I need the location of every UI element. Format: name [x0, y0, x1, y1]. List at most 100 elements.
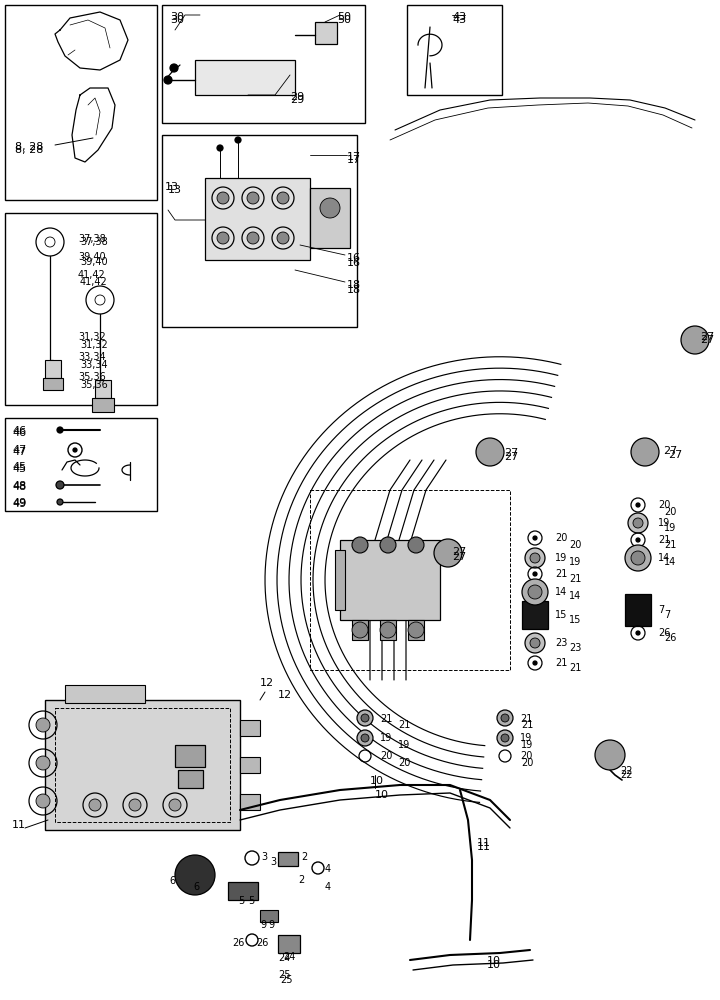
- Text: 22: 22: [620, 766, 632, 776]
- Text: 1: 1: [18, 820, 25, 830]
- Circle shape: [533, 536, 537, 540]
- Text: 33,34: 33,34: [78, 352, 106, 362]
- Text: 27: 27: [504, 452, 518, 462]
- Text: 20: 20: [520, 751, 532, 761]
- Bar: [260, 910, 278, 922]
- Circle shape: [525, 548, 545, 568]
- Text: 9: 9: [268, 920, 274, 930]
- Text: 8, 28: 8, 28: [15, 142, 43, 152]
- Bar: [228, 882, 258, 900]
- Text: 37,38: 37,38: [78, 234, 106, 244]
- Text: 8, 28: 8, 28: [15, 145, 43, 155]
- Text: 43: 43: [452, 12, 466, 22]
- Text: 43: 43: [452, 15, 466, 25]
- Text: 46: 46: [12, 428, 26, 438]
- Text: 15: 15: [569, 615, 581, 625]
- Text: 5: 5: [238, 896, 244, 906]
- Circle shape: [57, 427, 63, 433]
- Text: 2: 2: [301, 852, 307, 862]
- Circle shape: [217, 145, 223, 151]
- Circle shape: [247, 232, 259, 244]
- Bar: [175, 745, 205, 767]
- Circle shape: [57, 499, 63, 505]
- Text: 49: 49: [12, 498, 26, 508]
- Circle shape: [361, 714, 369, 722]
- Text: 48: 48: [12, 482, 26, 492]
- Circle shape: [175, 855, 215, 895]
- Text: 27: 27: [452, 547, 467, 557]
- Bar: [335, 550, 345, 610]
- Circle shape: [533, 572, 537, 576]
- Text: 6: 6: [169, 876, 175, 886]
- Circle shape: [170, 64, 178, 72]
- Text: 39,40: 39,40: [78, 252, 106, 262]
- Text: 19: 19: [569, 557, 581, 567]
- Text: 9: 9: [260, 920, 266, 930]
- Circle shape: [636, 503, 640, 507]
- Text: 21: 21: [520, 714, 532, 724]
- Text: 14: 14: [555, 587, 567, 597]
- Text: 20: 20: [555, 533, 567, 543]
- Circle shape: [277, 192, 289, 204]
- Text: 19: 19: [658, 518, 670, 528]
- Bar: [625, 594, 651, 626]
- Text: 48: 48: [12, 481, 26, 491]
- Text: 21: 21: [380, 714, 392, 724]
- Bar: [92, 398, 114, 412]
- Text: 27: 27: [663, 446, 678, 456]
- Text: 7: 7: [658, 605, 665, 615]
- Text: 3: 3: [270, 857, 276, 867]
- Circle shape: [633, 518, 643, 528]
- Text: 30: 30: [170, 15, 184, 25]
- Text: 14: 14: [569, 591, 581, 601]
- Text: 15: 15: [555, 610, 567, 620]
- Circle shape: [530, 638, 540, 648]
- Circle shape: [129, 799, 141, 811]
- Text: 25: 25: [278, 970, 290, 980]
- Circle shape: [89, 799, 101, 811]
- Text: 24: 24: [283, 952, 295, 962]
- Bar: [278, 935, 300, 953]
- Text: 21: 21: [658, 535, 670, 545]
- Text: 7: 7: [664, 610, 670, 620]
- Circle shape: [501, 714, 509, 722]
- Circle shape: [235, 137, 241, 143]
- Text: 49: 49: [12, 499, 26, 509]
- Text: 41,42: 41,42: [80, 277, 108, 287]
- Text: 21: 21: [555, 658, 567, 668]
- Bar: [5, 5, 157, 200]
- Text: 1: 1: [12, 820, 19, 830]
- Text: 19: 19: [380, 733, 392, 743]
- Bar: [195, 60, 295, 95]
- Text: 31,32: 31,32: [80, 340, 108, 350]
- Circle shape: [636, 538, 640, 542]
- Bar: [407, 5, 502, 95]
- Text: 17: 17: [347, 152, 361, 162]
- Circle shape: [408, 537, 424, 553]
- Circle shape: [595, 740, 625, 770]
- Text: 26: 26: [256, 938, 269, 948]
- Text: 14: 14: [664, 557, 676, 567]
- Text: 19: 19: [398, 740, 410, 750]
- Text: 50: 50: [337, 12, 351, 22]
- Bar: [162, 135, 357, 327]
- Text: 37,38: 37,38: [80, 237, 108, 247]
- Text: 27: 27: [668, 450, 683, 460]
- Circle shape: [320, 198, 340, 218]
- Text: 33,34: 33,34: [80, 360, 107, 370]
- Circle shape: [530, 553, 540, 563]
- Circle shape: [434, 539, 462, 567]
- Text: 20: 20: [380, 751, 392, 761]
- Text: 10: 10: [375, 790, 389, 800]
- Text: 12: 12: [260, 678, 274, 688]
- Text: 27: 27: [504, 448, 518, 458]
- Bar: [5, 213, 157, 405]
- Circle shape: [625, 545, 651, 571]
- Text: 3: 3: [261, 852, 267, 862]
- Bar: [178, 770, 203, 788]
- Circle shape: [164, 76, 172, 84]
- Text: 45: 45: [12, 464, 26, 474]
- Text: 19: 19: [555, 553, 567, 563]
- Circle shape: [476, 438, 504, 466]
- Text: 13: 13: [165, 182, 179, 192]
